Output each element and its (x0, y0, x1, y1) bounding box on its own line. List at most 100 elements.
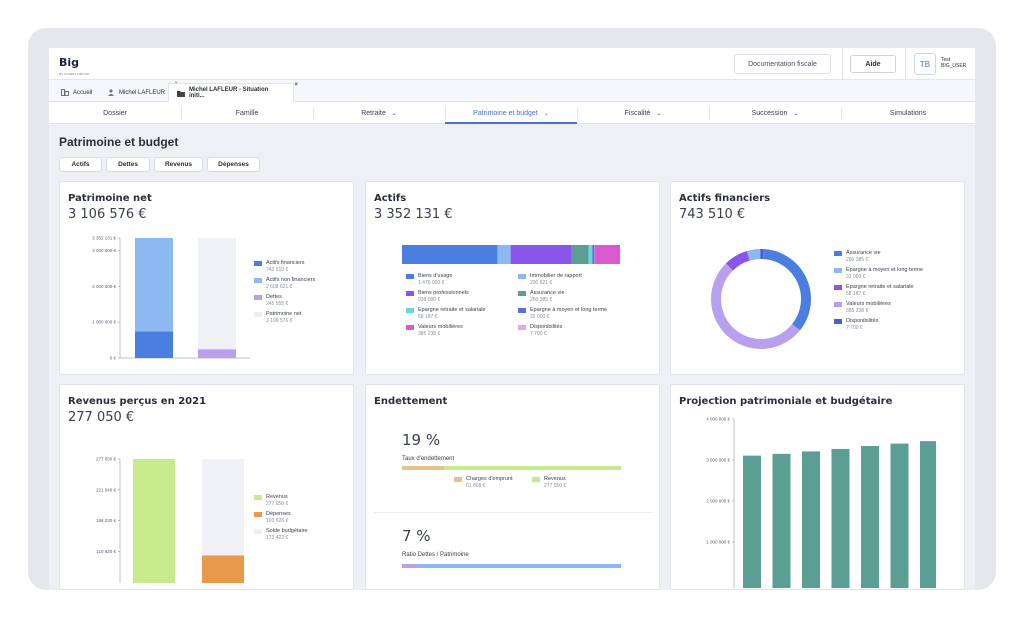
filter-revenus-button[interactable]: Revenus (154, 157, 203, 172)
legend-swatch (254, 512, 262, 517)
user-id: BIG_USER (941, 63, 967, 69)
legend-swatch (254, 295, 262, 300)
documentation-fiscale-button[interactable]: Documentation fiscale (734, 54, 831, 74)
y-tick-label: 0 € (110, 356, 117, 361)
projection-card: Projection patrimoniale et budgétaire 1 … (670, 384, 965, 590)
legend-value: 260 385 € (846, 257, 869, 263)
legend-label: Solde budgétaire (266, 528, 308, 534)
legend-value: 743 510 € (266, 267, 289, 273)
projection-bar (861, 446, 879, 588)
legend-item: Revenus 277 050 € (532, 476, 592, 490)
legend-item: Assurance vie 260 385 € (518, 290, 648, 304)
tab-client[interactable]: Michel LAFLEUR × (99, 81, 178, 102)
legend-label: Assurance vie (530, 290, 565, 296)
page-title: Patrimoine et budget (59, 135, 179, 149)
donut-slice (762, 249, 811, 331)
legend-swatch (406, 291, 414, 296)
legend-swatch (406, 274, 414, 279)
legend-value: 277 050 € (266, 501, 289, 507)
revenus-card: Revenus perçus en 2021 277 050 € 110 820… (59, 384, 354, 590)
endettement-legend-revenus: Revenus 277 050 € (532, 476, 592, 493)
nav-retraite[interactable]: Retraite ⌄ (313, 102, 445, 124)
section-nav: Dossier Famille Retraite ⌄ Patrimoine et … (49, 102, 975, 124)
legend-value: 260 385 € (530, 297, 553, 303)
legend-value: 32 000 € (846, 274, 866, 280)
user-info[interactable]: Test BIG_USER (941, 57, 966, 69)
card-title: Actifs (374, 193, 407, 204)
legend-item: Valeurs mobilières 385 238 € (834, 301, 962, 315)
revenus-legend: Revenus 277 050 € Dépenses 103 628 € Solde… (254, 494, 308, 545)
legend-label: Disponibilités (846, 318, 879, 324)
card-value: 3 352 131 € (374, 207, 453, 222)
nav-label: Retraite (361, 109, 386, 117)
endettement-legend-charges: Charges d'emprunt 51 868 € (454, 476, 529, 493)
legend-item: Actifs financiers 743 510 € (254, 260, 315, 274)
logo-subtitle: BY INVEST GROUP (59, 72, 90, 76)
legend-item: Epargne retraite et salariale 58 187 € (834, 284, 962, 298)
bar-segment (594, 245, 595, 264)
legend-value: 245 555 € (266, 301, 289, 307)
chevron-down-icon: ⌄ (793, 110, 799, 117)
close-icon[interactable]: × (294, 82, 298, 88)
nav-fiscalite[interactable]: Fiscalité ⌄ (577, 102, 709, 124)
legend-swatch (834, 251, 842, 256)
folder-icon (177, 90, 185, 97)
legend-item: Immobilier de rapport 200 621 € (518, 273, 648, 287)
divider (577, 107, 578, 119)
tab-accueil[interactable]: Accueil (53, 83, 100, 102)
bar-segment (402, 245, 498, 264)
filter-depenses-button[interactable]: Dépenses (207, 157, 260, 172)
legend-item: Assurance vie 260 385 € (834, 250, 962, 264)
legend-value: 2 608 621 € (266, 284, 293, 290)
bar-d-penses (202, 555, 244, 583)
card-value: 3 106 576 € (68, 207, 147, 222)
legend-swatch (518, 325, 526, 330)
y-tick-label: 166 230 € (96, 518, 117, 523)
legend-label: Epargne retraite et salariale (418, 307, 486, 313)
divider (313, 107, 314, 119)
legend-label: Immobilier de rapport (530, 273, 582, 279)
nav-succession[interactable]: Succession ⌄ (709, 102, 841, 124)
legend-value: 200 621 € (530, 280, 553, 286)
nav-simulations[interactable]: Simulations (841, 102, 975, 124)
legend-swatch (254, 278, 262, 283)
y-tick-label: 1 000 000 € (706, 540, 730, 545)
nav-dossier[interactable]: Dossier (49, 102, 181, 124)
legend-item: Charges d'emprunt 51 868 € (454, 476, 529, 490)
ratio-dettes-value: 7 % (402, 527, 431, 545)
legend-item: Epargne retraite et salariale 58 187 € (406, 307, 518, 321)
nav-patrimoine-budget[interactable]: Patrimoine et budget ⌄ (445, 102, 577, 124)
bar-revenus (133, 459, 175, 583)
legend-swatch (834, 285, 842, 290)
legend-value: 58 187 € (846, 291, 866, 297)
legend-swatch (834, 319, 842, 324)
filter-actifs-button[interactable]: Actifs (59, 157, 102, 172)
legend-label: Epargne à moyen et long terme (846, 267, 924, 273)
legend-swatch (834, 302, 842, 307)
legend-value: 103 628 € (266, 518, 289, 524)
chevron-down-icon: ⌄ (543, 110, 549, 117)
actifs-legend-right: Immobilier de rapport 200 621 € Assurance… (518, 273, 648, 341)
bar-segment (592, 245, 595, 264)
screenshot-frame: Big BY INVEST GROUP Documentation fiscal… (28, 28, 996, 590)
bar-segment (588, 245, 593, 264)
avatar[interactable]: TB (914, 53, 936, 75)
legend-item: Disponibilités 7 700 € (834, 318, 962, 332)
card-title: Actifs financiers (679, 193, 771, 204)
legend-swatch (254, 261, 262, 266)
legend-value: 32 000 € (530, 314, 550, 320)
nav-famille[interactable]: Famille (181, 102, 313, 124)
y-tick-label: 3 000 000 € (706, 458, 730, 463)
filter-dettes-button[interactable]: Dettes (106, 157, 150, 172)
legend-item: Patrimoine net 3 106 576 € (254, 311, 315, 325)
legend-label: Charges d'emprunt (466, 476, 513, 482)
person-icon (108, 89, 114, 96)
bar-segment (497, 245, 511, 264)
tab-situation[interactable]: Michel LAFLEUR - Situation initi... × (168, 82, 298, 102)
help-button[interactable]: Aide (850, 55, 896, 73)
legend-swatch (406, 325, 414, 330)
logo[interactable]: Big BY INVEST GROUP (59, 53, 89, 76)
legend-swatch (518, 291, 526, 296)
actifs-financiers-donut (711, 249, 811, 349)
nav-label: Simulations (889, 109, 927, 117)
